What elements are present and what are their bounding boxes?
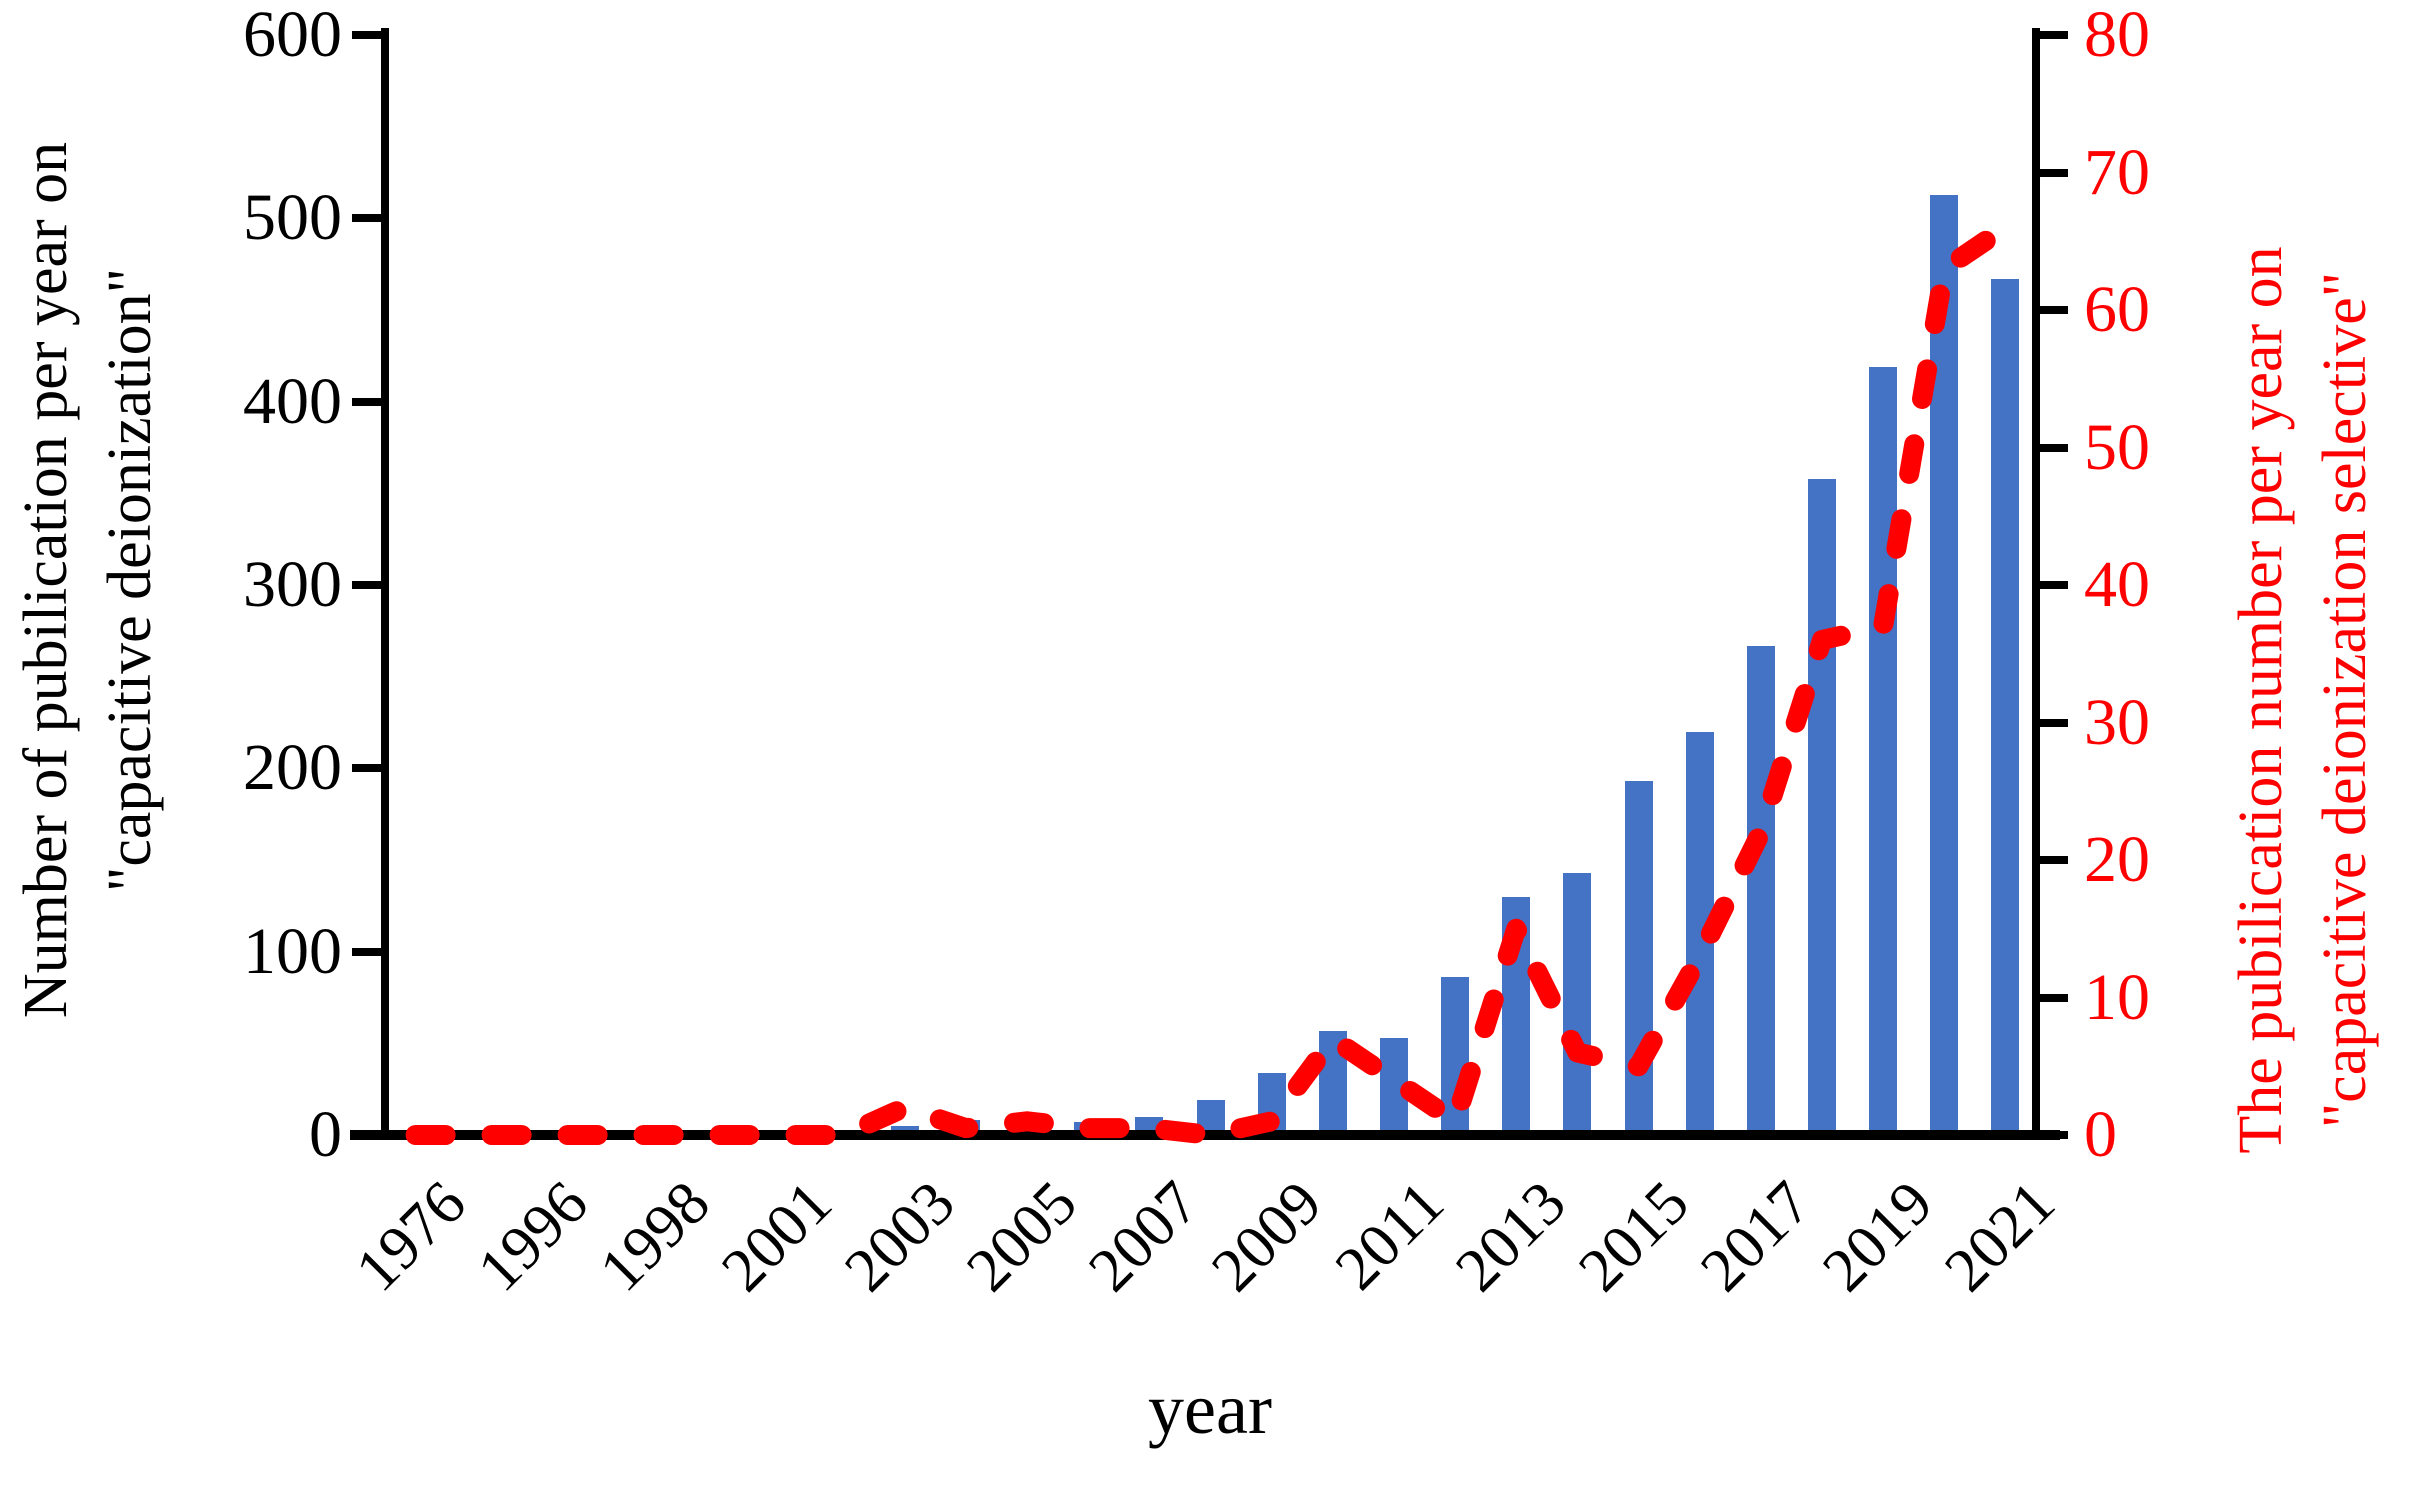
bar-2016 (1685, 731, 1714, 1135)
left-tick-label-500: 500 (243, 181, 342, 255)
x-tick-label-2015: 2015 (1565, 1168, 1702, 1305)
bar-2015 (1624, 781, 1653, 1135)
right-axis-title-line1: The pubilication number per year on (2227, 246, 2295, 1154)
x-tick-label-1976: 1976 (342, 1168, 479, 1305)
x-tick-label-2021: 2021 (1932, 1168, 2069, 1305)
left-tick-300 (352, 581, 385, 589)
x-axis-title: year (1148, 1369, 1272, 1449)
x-tick-label-2007: 2007 (1076, 1168, 1213, 1305)
right-tick-label-30: 30 (2084, 685, 2150, 759)
bar-2021 (1991, 278, 2020, 1135)
bar-2014 (1563, 872, 1592, 1135)
x-tick-label-2005: 2005 (954, 1168, 1090, 1305)
bar-2017 (1746, 645, 1775, 1135)
right-tick-label-40: 40 (2084, 548, 2150, 621)
x-tick-label-2003: 2003 (831, 1168, 968, 1305)
bar-2013 (1502, 896, 1531, 1135)
right-tick-70 (2035, 168, 2068, 177)
x-tick-label-1996: 1996 (464, 1168, 601, 1305)
right-tick-60 (2035, 306, 2068, 314)
right-tick-label-50: 50 (2084, 410, 2150, 484)
right-tick-80 (2035, 31, 2068, 39)
right-tick-50 (2035, 443, 2068, 452)
x-tick-label-1998: 1998 (587, 1168, 723, 1305)
x-tick-label-2009: 2009 (1198, 1168, 1335, 1305)
right-tick-30 (2035, 718, 2068, 727)
right-tick-20 (2035, 856, 2068, 864)
left-axis-title: Number of pubilication per year on "capa… (4, 0, 172, 1200)
left-tick-200 (352, 764, 385, 773)
right-tick-10 (2035, 993, 2068, 1002)
x-tick-label-2011: 2011 (1322, 1168, 1457, 1303)
left-tick-label-100: 100 (243, 914, 342, 988)
bar-2018 (1807, 478, 1836, 1135)
left-tick-400 (352, 397, 385, 406)
right-tick-label-70: 70 (2084, 135, 2150, 209)
right-tick-label-0: 0 (2084, 1098, 2117, 1171)
bar-2011 (1379, 1037, 1408, 1135)
right-tick-label-80: 80 (2084, 0, 2150, 71)
bar-2009 (1257, 1072, 1286, 1135)
right-tick-0 (2035, 1131, 2068, 1139)
left-tick-0 (352, 1131, 385, 1139)
x-tick-label-2017: 2017 (1687, 1168, 1824, 1305)
x-tick-label-2001: 2001 (709, 1168, 846, 1305)
left-axis-title-line2: "capacitive deionization" (96, 268, 164, 892)
bar-2012 (1441, 977, 1470, 1135)
left-axis-title-line1: Number of pubilication per year on (12, 141, 80, 1019)
right-tick-label-20: 20 (2084, 823, 2150, 896)
left-tick-600 (352, 31, 385, 39)
right-tick-label-60: 60 (2084, 273, 2150, 346)
x-tick-label-2013: 2013 (1443, 1168, 1580, 1305)
right-tick-40 (2035, 581, 2068, 589)
bar-2019 (1869, 366, 1898, 1135)
right-axis-title-line2: "capacitive deionization selective" (2311, 271, 2379, 1129)
left-tick-100 (352, 947, 385, 956)
right-tick-label-10: 10 (2084, 960, 2150, 1034)
right-axis-title: The pubilication number per year on "cap… (2219, 50, 2387, 1350)
left-tick-label-300: 300 (243, 548, 342, 621)
left-tick-label-200: 200 (243, 731, 342, 805)
bar-2020 (1930, 194, 1959, 1135)
y-axis-left-line (381, 28, 389, 1140)
left-tick-label-600: 600 (243, 0, 342, 71)
bar-2010 (1318, 1030, 1347, 1135)
left-tick-label-400: 400 (243, 364, 342, 438)
x-axis-line (350, 1130, 2060, 1140)
left-tick-label-0: 0 (309, 1098, 342, 1171)
left-tick-500 (352, 214, 385, 223)
x-tick-label-2019: 2019 (1810, 1168, 1946, 1305)
